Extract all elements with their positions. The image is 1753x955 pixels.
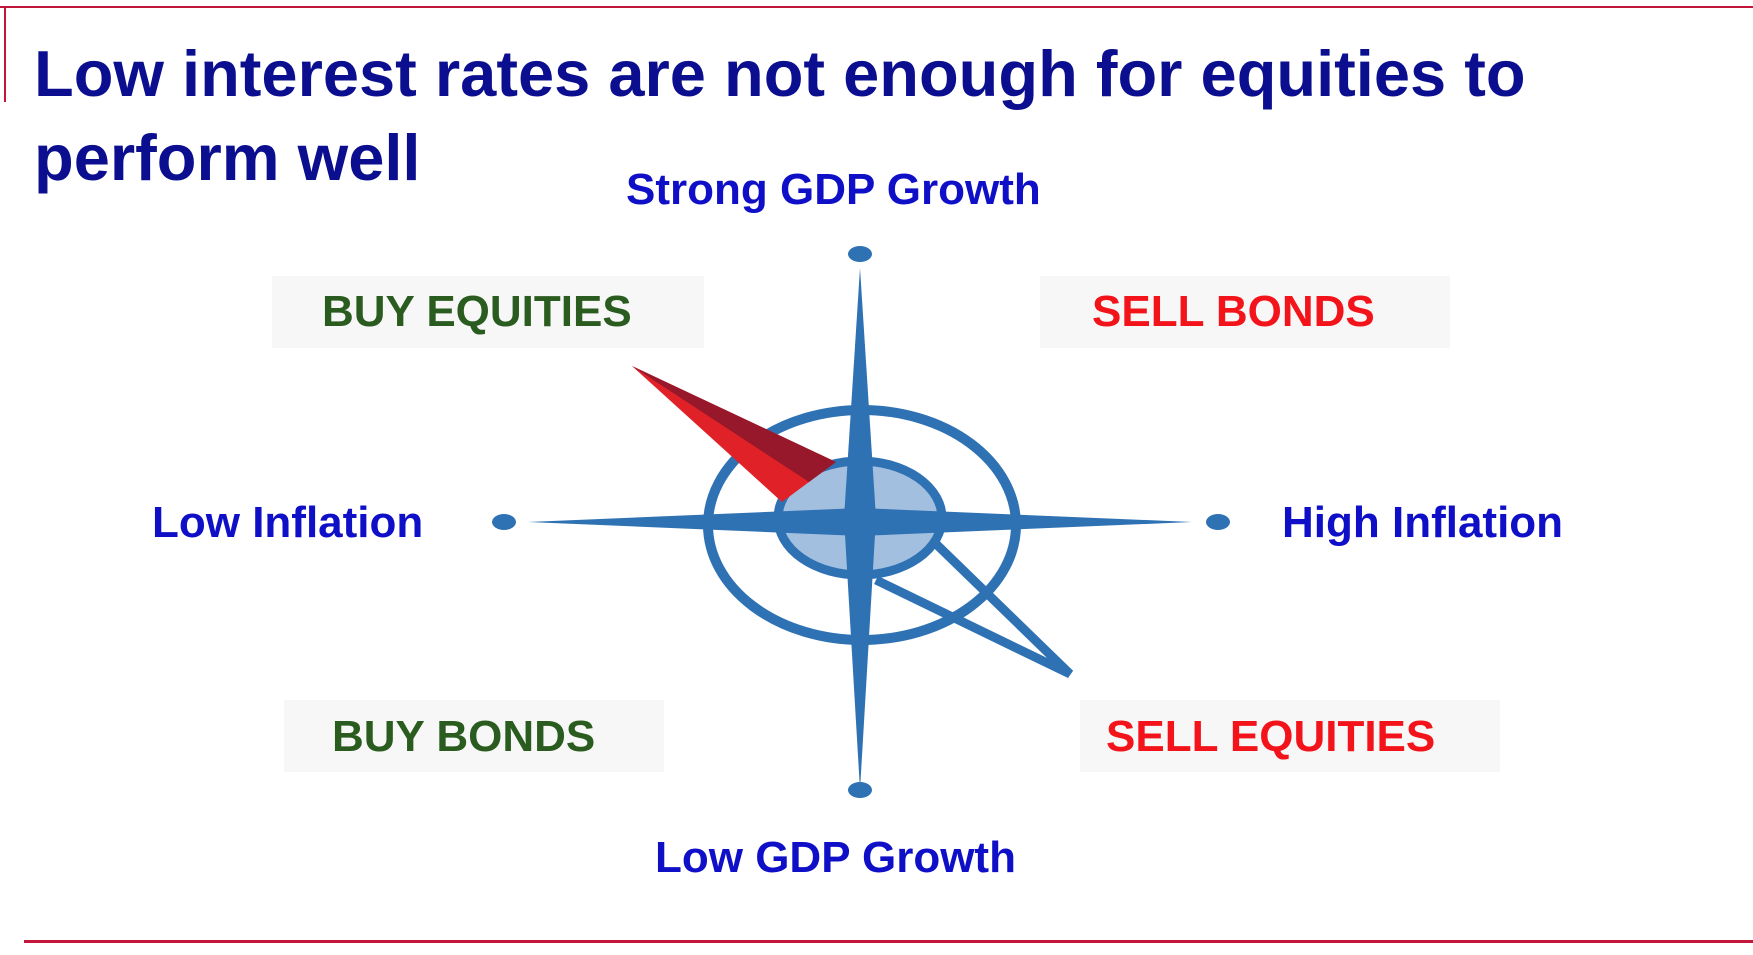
label-high-inflation: High Inflation xyxy=(1282,498,1564,547)
compass-dot-east xyxy=(1206,514,1230,530)
sell-bonds-box xyxy=(1040,276,1450,348)
top-rule xyxy=(0,6,1753,8)
label-buy-equities: BUY EQUITIES xyxy=(322,287,632,336)
label-low-gdp-growth: Low GDP Growth xyxy=(655,833,1016,882)
compass-dot-west xyxy=(492,514,516,530)
label-strong-gdp-growth: Strong GDP Growth xyxy=(626,165,1041,214)
compass-star-horizontal xyxy=(528,508,1192,536)
label-buy-bonds: BUY BONDS xyxy=(332,712,596,761)
slide-title: Low interest rates are not enough for eq… xyxy=(34,37,1526,194)
left-rule xyxy=(4,6,6,102)
compass-needle-icon xyxy=(632,366,836,502)
label-low-inflation: Low Inflation xyxy=(152,498,424,547)
buy-bonds-box xyxy=(284,700,664,772)
sell-equities-box xyxy=(1080,700,1500,772)
compass-dot-north xyxy=(848,246,872,262)
buy-equities-box xyxy=(272,276,704,348)
compass-dot-south xyxy=(848,782,872,798)
compass-needle-outline xyxy=(874,536,1074,679)
label-sell-bonds: SELL BONDS xyxy=(1092,287,1375,336)
compass-needle-shadow xyxy=(632,366,836,482)
bottom-rule xyxy=(24,940,1753,943)
label-sell-equities: SELL EQUITIES xyxy=(1106,712,1436,761)
